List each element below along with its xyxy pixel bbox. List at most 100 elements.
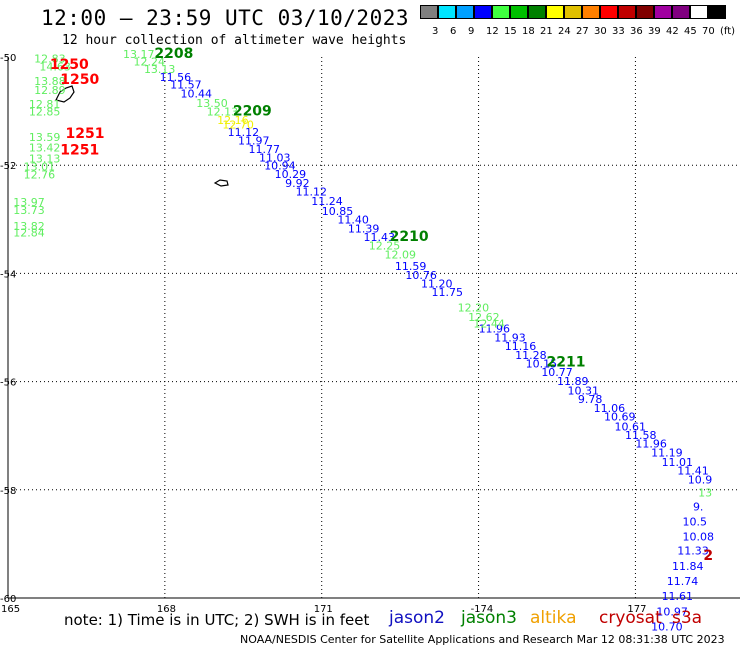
swh-value-label: 11.19 — [651, 446, 683, 459]
scale-swatch — [618, 5, 636, 19]
swh-value-label: 10.76 — [405, 269, 437, 282]
scale-label: 33 — [612, 26, 625, 37]
swh-value-label: 9.78 — [578, 393, 603, 406]
swh-value-label: 10.85 — [322, 205, 354, 218]
swh-value-label: 12.89 — [34, 84, 65, 97]
y-tick-label: -54 — [0, 269, 16, 280]
footer-credit: NOAA/NESDIS Center for Satellite Applica… — [240, 633, 725, 646]
swh-value-label: 10.77 — [541, 366, 573, 379]
swh-value-label: 13 — [698, 486, 712, 499]
swh-value-label: 12.24 — [133, 56, 165, 69]
color-scale-legend: 3 6 9 12 15 18 21 24 27 30 33 36 39 42 45 70 (ft) — [420, 5, 735, 37]
swh-value-label: 11.61 — [662, 590, 694, 603]
swh-value-label: 11.41 — [677, 465, 709, 478]
swh-value-label: 12.84 — [13, 227, 44, 240]
swh-value-label: 11.59 — [395, 260, 427, 273]
swh-value-label: 13.59 — [29, 131, 60, 144]
scale-label: 39 — [648, 26, 661, 37]
pass-number-label: 1251 — [66, 126, 105, 142]
scale-label: 36 — [630, 26, 643, 37]
pass-number-label: 1250 — [50, 57, 89, 73]
swh-value-label: 10.9 — [688, 473, 713, 486]
scale-label: (ft) — [720, 26, 736, 37]
swh-value-label: 11.56 — [160, 71, 192, 84]
x-tick-label: 171 — [314, 604, 333, 615]
swh-value-label: 12.44 — [473, 318, 505, 331]
swh-value-label: 11.74 — [667, 575, 699, 588]
scale-label: 24 — [558, 26, 571, 37]
axis-tick-labels: 165 168 171 -174 177 -50 -52 -54 -56 -58 -60 — [0, 53, 647, 615]
page-title: 12:00 – 23:59 UTC 03/10/2023 — [41, 6, 410, 30]
scale-label: 6 — [450, 26, 457, 37]
swh-value-label: 12.81 — [29, 98, 60, 111]
swh-value-label: 10.31 — [567, 385, 599, 398]
swh-value-label: 11.20 — [421, 277, 453, 290]
swh-value-label: 11.57 — [170, 78, 202, 91]
scale-swatch — [636, 5, 654, 19]
swh-value-label: 9.92 — [285, 177, 310, 190]
scale-swatch — [582, 5, 600, 19]
swh-value-label: 11.12 — [228, 126, 260, 139]
scale-swatch — [474, 5, 492, 19]
y-tick-label: -58 — [0, 486, 16, 497]
scale-swatch — [564, 5, 582, 19]
swh-value-label: 13.97 — [13, 196, 44, 209]
swh-value-label: 11.01 — [662, 456, 694, 469]
y-tick-label: -56 — [0, 378, 16, 389]
island-outlines — [55, 85, 229, 187]
swh-value-label: 11.43 — [364, 231, 396, 244]
swh-value-label: 10.15 — [526, 358, 558, 371]
swh-value-label: 13.73 — [13, 204, 44, 217]
y-tick-label: -52 — [0, 161, 16, 172]
swh-value-label: 12.62 — [468, 311, 500, 324]
swh-value-label: 12.16 — [217, 114, 249, 127]
swh-value-label: 12.76 — [24, 169, 56, 182]
satellite-legend-jason3: jason3 — [461, 608, 517, 628]
swh-value-label: 11.12 — [296, 185, 328, 198]
satellite-legend-jason2: jason2 — [389, 608, 445, 628]
scale-label: 18 — [522, 26, 535, 37]
x-tick-label: -174 — [471, 604, 494, 615]
swh-value-label: 11.96 — [635, 438, 667, 451]
pass-number-label: 2208 — [154, 46, 193, 62]
swh-value-label: 10.70 — [651, 620, 683, 633]
swh-value-label: 11.77 — [249, 143, 281, 156]
grid-lines — [7, 57, 740, 599]
scale-label: 42 — [666, 26, 679, 37]
scale-label: 70 — [702, 26, 715, 37]
swh-value-label: 11.06 — [594, 402, 626, 415]
swh-value-label: 13.01 — [24, 161, 56, 174]
scale-label: 30 — [594, 26, 607, 37]
scale-swatch — [672, 5, 690, 19]
island-outline — [55, 85, 75, 103]
swh-value-label: 10.94 — [264, 160, 296, 173]
swh-value-label: 10.29 — [275, 168, 307, 181]
pass-number-label: 2211 — [547, 354, 586, 370]
swh-value-label: 11.33 — [677, 545, 709, 558]
scale-label: 12 — [486, 26, 499, 37]
island-outline — [213, 179, 229, 187]
swh-value-label: 13.17 — [123, 48, 154, 61]
swh-value-label: 13.13 — [144, 63, 176, 76]
swh-value-label: 12.70 — [222, 118, 254, 131]
swh-value-label: 13.42 — [29, 142, 60, 155]
swh-value-label: 13.88 — [34, 75, 65, 88]
swh-value-label: 11.93 — [494, 332, 526, 345]
swh-value-label: 9. — [693, 500, 704, 513]
swh-value-label: 11.84 — [672, 560, 704, 573]
pass-number-label: 2209 — [233, 103, 272, 119]
units-note: note: 1) Time is in UTC; 2) SWH is in fe… — [64, 611, 370, 629]
pass-number-label: 2 — [703, 548, 713, 564]
swh-value-label: 11.58 — [625, 429, 657, 442]
satellite-legend-s3a: s3a — [672, 608, 703, 628]
scale-label: 45 — [684, 26, 697, 37]
scale-label: 15 — [504, 26, 517, 37]
swh-value-label: 10.61 — [615, 420, 647, 433]
scale-swatch — [708, 5, 726, 19]
swh-value-label: 12.09 — [384, 248, 416, 261]
swh-value-label: 12.13 — [207, 105, 239, 118]
swh-value-label: 11.39 — [348, 222, 380, 235]
scale-label: 9 — [468, 26, 475, 37]
swh-value-label: 10.69 — [604, 411, 636, 424]
swh-value-label: 11.24 — [311, 195, 343, 208]
